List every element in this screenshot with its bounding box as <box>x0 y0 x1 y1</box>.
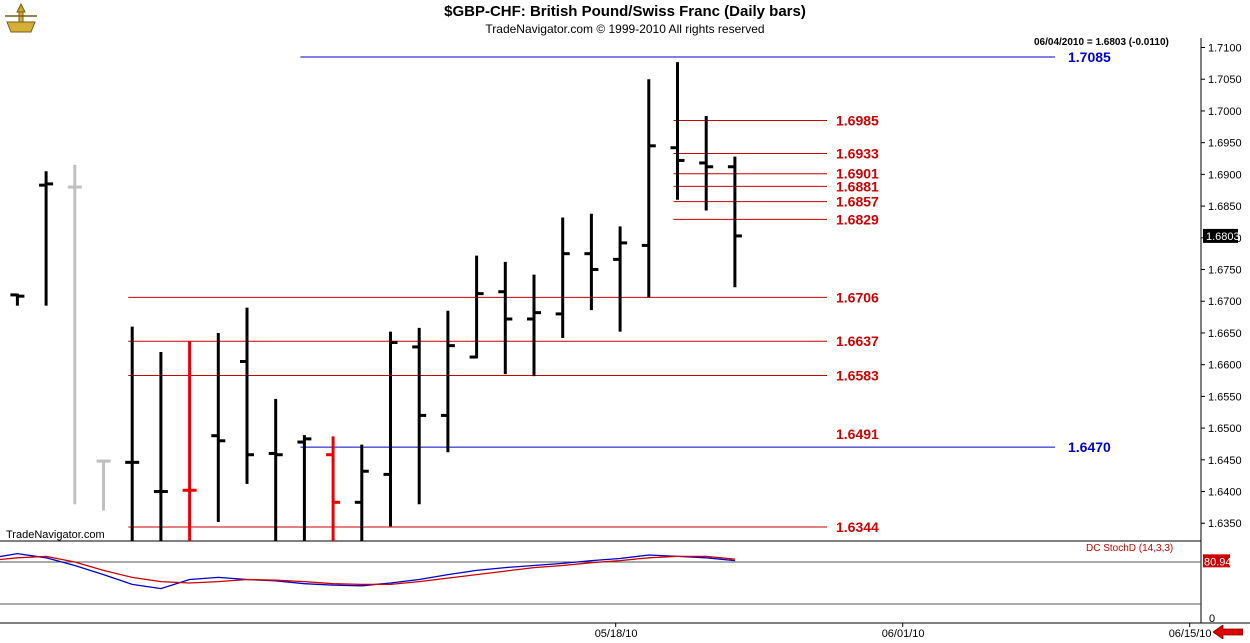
ohlc-bar <box>211 332 226 522</box>
stochastic-panel: 80.94 0 <box>0 552 1232 625</box>
y-tick-label: 1.6850 <box>1208 201 1242 213</box>
ohlc-bar <box>96 459 111 511</box>
level-label: 1.6344 <box>836 519 879 535</box>
level-label: 1.6637 <box>836 333 879 349</box>
stoch-k-line <box>0 552 735 590</box>
x-tick-label: 05/18/10 <box>595 628 638 640</box>
y-tick-label: 1.6450 <box>1208 455 1242 467</box>
ohlc-bar <box>641 79 656 298</box>
y-tick-label: 1.6550 <box>1208 391 1242 403</box>
price-axis: 1.6350 1.6400 1.6450 1.6500 1.6550 1.6600 1.66… <box>1201 43 1242 530</box>
ohlc-bar <box>125 326 140 541</box>
y-tick-label: 1.6750 <box>1208 265 1242 277</box>
ohlc-bar <box>297 435 312 541</box>
last-price-label: 1.6803 <box>1206 231 1240 243</box>
trade-navigator-logo-icon <box>5 2 37 33</box>
level-label: 1.6829 <box>836 211 879 227</box>
ohlc-bar <box>67 164 82 505</box>
last-price-box <box>1203 228 1238 243</box>
ohlc-bar <box>240 307 254 484</box>
level-label: 1.6901 <box>836 166 879 182</box>
stochastic-label: DC StochD (14,3,3) <box>1086 543 1174 554</box>
ohlc-bar <box>584 213 599 311</box>
ohlc-bar <box>383 331 398 527</box>
x-tick-label: 06/15/10 <box>1169 628 1212 640</box>
y-tick-label: 1.6900 <box>1208 169 1242 181</box>
level-label: 1.6857 <box>836 194 879 210</box>
ohlc-bar <box>10 293 25 306</box>
ohlc-bar <box>326 436 341 541</box>
level-label: 1.6985 <box>836 112 879 128</box>
time-axis: 05/18/10 06/01/10 06/15/10 <box>595 623 1212 640</box>
stoch-value-box <box>1203 554 1230 568</box>
ohlc-bar <box>699 116 714 211</box>
x-tick-label: 06/01/10 <box>882 628 925 640</box>
ohlc-bar <box>727 156 742 288</box>
y-tick-label: 1.6500 <box>1208 423 1242 435</box>
ohlc-bar <box>39 171 54 306</box>
level-label: 1.6583 <box>836 367 879 383</box>
ohlc-bar <box>412 327 427 505</box>
chart-subtitle: TradeNavigator.com © 1999-2010 All right… <box>485 22 765 36</box>
ohlc-bar <box>613 226 628 332</box>
chart-title: $GBP-CHF: British Pound/Swiss Franc (Dai… <box>444 3 806 20</box>
y-tick-label: 1.7100 <box>1208 43 1242 55</box>
watermark: TradeNavigator.com <box>6 529 105 541</box>
ohlc-bar <box>498 261 513 375</box>
y-tick-label: 1.6950 <box>1208 138 1242 150</box>
ohlc-bar <box>670 62 685 200</box>
ohlc-bar <box>268 398 283 541</box>
price-bars <box>10 62 742 541</box>
y-tick-label: 1.7050 <box>1208 74 1242 86</box>
ohlc-bar <box>182 341 197 541</box>
level-label: 1.6706 <box>836 289 879 305</box>
stoch-value-label: 80.94 <box>1204 556 1232 568</box>
y-tick-label: 1.6650 <box>1208 328 1242 340</box>
level-label: 1.7085 <box>1068 49 1111 65</box>
ohlc-bar <box>527 274 541 377</box>
ohlc-bar <box>555 217 570 339</box>
level-label: 1.6881 <box>836 178 879 194</box>
stoch-axis-label: 0 <box>1209 613 1215 625</box>
y-tick-label: 1.6600 <box>1208 360 1242 372</box>
ohlc-bar <box>469 255 484 359</box>
ohlc-bar <box>354 444 369 541</box>
level-lines: 1.7085 1.6985 1.6933 1.69011.68811.68571.68… <box>128 49 1111 535</box>
stoch-d-line <box>0 555 735 586</box>
price-readout: 06/04/2010 = 1.6803 (-0.0110) <box>1034 37 1169 48</box>
y-tick-label: 1.7000 <box>1208 106 1242 118</box>
y-tick-label: 1.6700 <box>1208 296 1242 308</box>
level-label: 1.6933 <box>836 145 879 161</box>
ohlc-bar <box>440 310 455 453</box>
level-label: 1.6491 <box>836 426 879 442</box>
y-tick-label: 1.6400 <box>1208 487 1242 499</box>
y-tick-label: 1.6350 <box>1208 518 1242 530</box>
level-label: 1.6470 <box>1068 439 1111 455</box>
red-left-arrow-icon[interactable] <box>1213 625 1243 639</box>
ohlc-bar <box>153 351 168 541</box>
